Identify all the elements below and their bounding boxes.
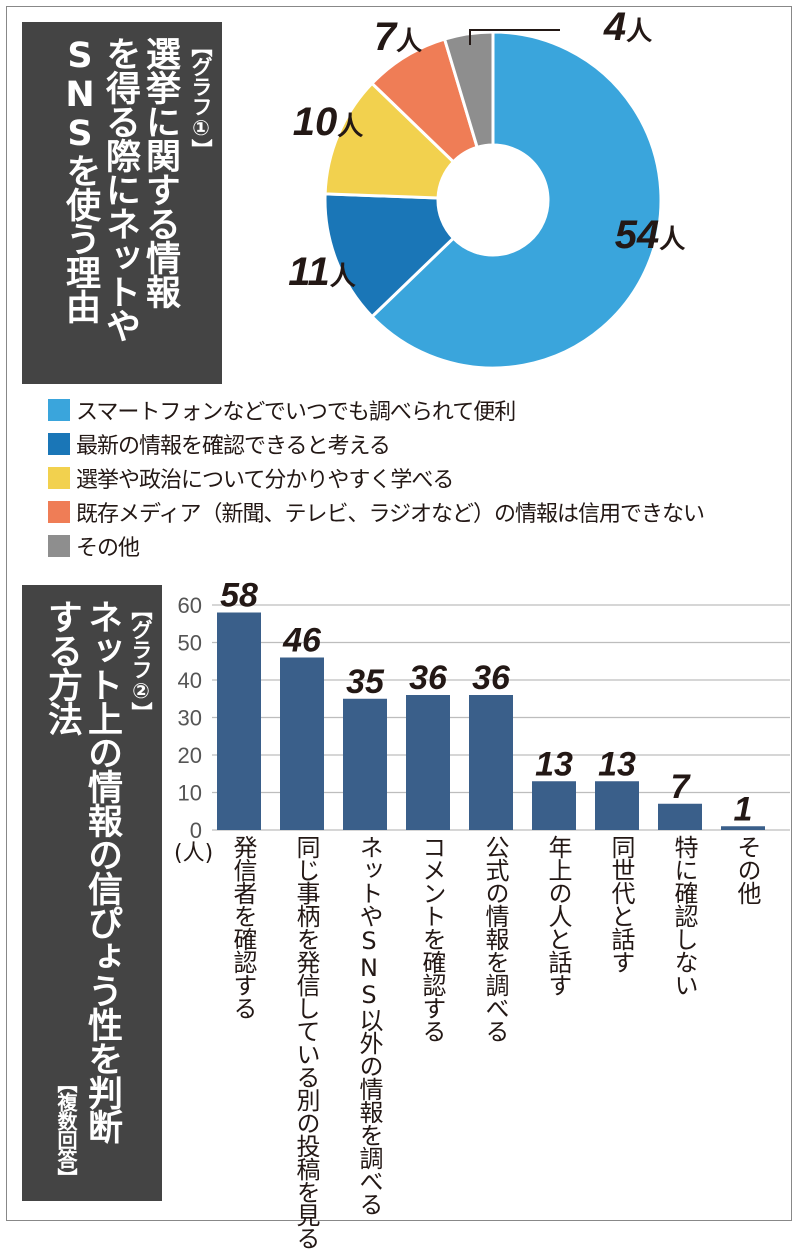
bar-8 <box>658 803 702 830</box>
donut-value-label-2: 11人 <box>288 250 356 294</box>
graph2-tag: 【グラフ②】 <box>129 599 153 722</box>
bar-5 <box>469 695 513 830</box>
legend-item-4: 既存メディア（新聞、テレビ、ラジオなど）の情報は信用できない <box>48 495 705 529</box>
graph2-note: 【複数回答】 <box>54 1073 78 1187</box>
legend-swatch <box>48 467 70 489</box>
y-tick-label: 10 <box>178 781 202 806</box>
legend-label: 選挙や政治について分かりやすく学べる <box>76 468 454 493</box>
legend-swatch <box>48 501 70 523</box>
graph1-tag: 【グラフ①】 <box>189 36 213 159</box>
graph1-title-line-3: SNSを使う理由 <box>60 36 100 323</box>
bar-7 <box>595 781 639 830</box>
legend-item-5: その他 <box>48 529 704 563</box>
legend-swatch <box>48 399 70 421</box>
donut-slice-5 <box>442 30 495 150</box>
donut-value-label-4: 7人 <box>374 15 422 59</box>
bar-value-label-8: 7 <box>671 768 692 806</box>
y-tick-label: 50 <box>178 631 202 656</box>
bar-4 <box>406 695 450 830</box>
bar-2 <box>280 657 324 830</box>
category-label-3: ネットやSNS以外の情報を調べる <box>355 835 383 1215</box>
graph1-title-line-1: 選挙に関する情報 <box>140 36 180 308</box>
category-label-6: 年上の人と話す <box>544 835 572 996</box>
graph2-title-line-2: する方法 <box>42 599 82 735</box>
legend-label: 既存メディア（新聞、テレビ、ラジオなど）の情報は信用できない <box>76 502 705 527</box>
bar-6 <box>532 781 576 830</box>
category-label-5: 公式の情報を調べる <box>481 835 509 1042</box>
donut-slice-2 <box>323 192 456 319</box>
bar-value-label-2: 46 <box>282 622 322 660</box>
graph2-unit-label: (人) <box>174 841 214 866</box>
legend-swatch <box>48 433 70 455</box>
bar-value-label-3: 35 <box>346 663 385 701</box>
category-label-2: 同じ事柄を発信している別の投稿を見る <box>292 835 320 1249</box>
bar-3 <box>343 698 387 830</box>
y-tick-label: 0 <box>190 818 202 843</box>
bar-1 <box>217 612 261 830</box>
category-label-9: その他 <box>733 835 761 904</box>
donut-slice-3 <box>323 81 456 200</box>
graph1-legend: スマートフォンなどでいつでも調べられて便利 最新の情報を確認できると考える選挙や政… <box>48 393 705 563</box>
category-label-4: コメントを確認する <box>418 835 446 1042</box>
donut-value-label-5: 4人 <box>603 5 652 49</box>
bar-9 <box>721 826 765 830</box>
graph2-title-line-1: ネット上の情報の信ぴょう性を判断 <box>82 599 122 1143</box>
legend-label: その他 <box>76 536 140 561</box>
legend-item-2: 最新の情報を確認できると考える <box>48 427 704 461</box>
figure-frame <box>6 6 792 1221</box>
donut-leader-line <box>469 29 560 45</box>
graph2-title-panel: 【グラフ②】 ネット上の情報の信ぴょう性を判断 する方法 【複数回答】 <box>22 585 162 1201</box>
y-tick-label: 60 <box>178 593 202 618</box>
graph1-title-line-2: を得る際にネットや <box>100 36 140 342</box>
graph1-title-panel: 【グラフ①】 選挙に関する情報 を得る際にネットや SNSを使う理由 <box>22 22 222 384</box>
legend-item-1: スマートフォンなどでいつでも調べられて便利 <box>48 393 704 427</box>
legend-label: スマートフォンなどでいつでも調べられて便利 <box>76 400 516 425</box>
category-label-1: 発信者を確認する <box>229 835 257 1019</box>
legend-label: 最新の情報を確認できると考える <box>76 434 391 459</box>
bar-value-label-4: 36 <box>409 659 448 697</box>
donut-value-label-3: 10人 <box>293 100 364 144</box>
legend-item-3: 選挙や政治について分かりやすく学べる <box>48 461 704 495</box>
bar-value-label-9: 1 <box>734 790 753 828</box>
category-label-7: 同世代と話す <box>607 835 635 973</box>
y-tick-label: 30 <box>178 706 202 731</box>
legend-swatch <box>48 535 70 557</box>
bar-value-label-6: 13 <box>535 745 573 783</box>
bar-value-label-5: 36 <box>472 659 511 697</box>
category-label-8: 特に確認しない <box>670 835 698 996</box>
y-tick-label: 20 <box>178 743 202 768</box>
donut-slice-1 <box>369 30 663 370</box>
donut-value-label-1: 54人 <box>615 213 686 257</box>
bar-value-label-1: 58 <box>220 577 258 615</box>
bar-value-label-7: 13 <box>598 745 636 783</box>
y-tick-label: 40 <box>178 668 202 693</box>
